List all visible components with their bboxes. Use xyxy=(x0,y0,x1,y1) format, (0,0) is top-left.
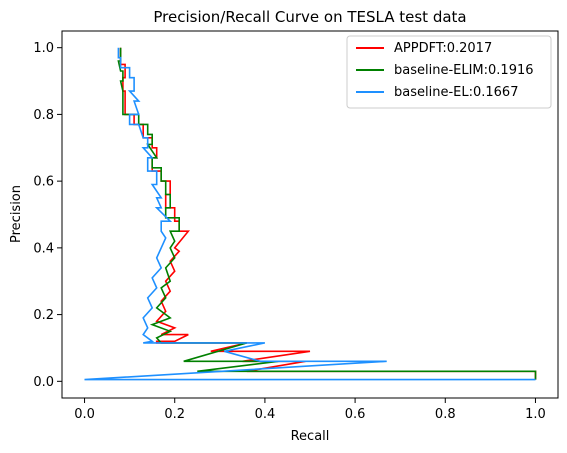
x-tick-label: 0.8 xyxy=(435,407,456,422)
y-tick-label: 0.2 xyxy=(33,308,54,323)
legend-frame xyxy=(346,35,552,109)
x-tick-label: 1.0 xyxy=(525,407,546,422)
x-axis: 0.0 0.2 0.4 0.6 0.8 1.0 xyxy=(74,398,546,422)
series-line-2 xyxy=(84,47,536,381)
legend-label-baseline-el: baseline-EL:0.1667 xyxy=(394,85,518,100)
y-axis: 0.0 0.2 0.4 0.6 0.8 1.0 xyxy=(33,41,62,390)
legend: APPDFT:0.2017 baseline-ELIM:0.1916 basel… xyxy=(346,35,552,109)
series-layer xyxy=(84,47,537,381)
y-tick-label: 0.0 xyxy=(33,375,54,390)
legend-label-baseline-elim: baseline-ELIM:0.1916 xyxy=(394,63,534,78)
series-line-1 xyxy=(117,47,537,380)
legend-label-appdft: APPDFT:0.2017 xyxy=(394,41,492,56)
y-tick-label: 0.6 xyxy=(33,175,54,190)
x-tick-label: 0.6 xyxy=(345,407,366,422)
y-tick-label: 0.8 xyxy=(33,108,54,123)
y-tick-label: 0.4 xyxy=(33,241,54,256)
y-tick-label: 1.0 xyxy=(33,41,54,56)
x-axis-title: Recall xyxy=(291,429,330,444)
x-tick-label: 0.4 xyxy=(255,407,276,422)
chart-title: Precision/Recall Curve on TESLA test dat… xyxy=(153,8,466,26)
x-tick-label: 0.2 xyxy=(164,407,185,422)
x-tick-label: 0.0 xyxy=(74,407,95,422)
y-axis-title: Precision xyxy=(9,185,24,243)
series-line-0 xyxy=(119,47,537,380)
